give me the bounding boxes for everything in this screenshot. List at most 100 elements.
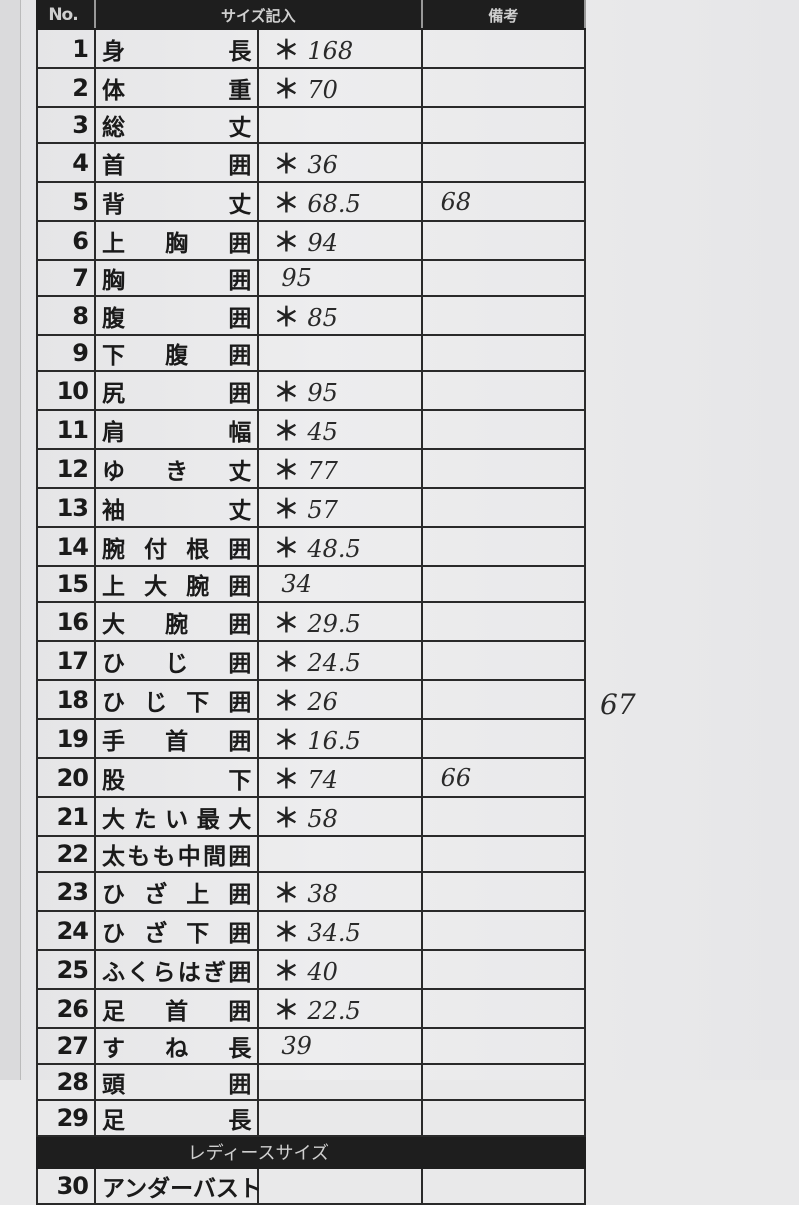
row-label: 頭囲 — [93, 1063, 260, 1101]
value-cell[interactable] — [257, 1167, 423, 1205]
remarks-cell[interactable] — [420, 601, 587, 642]
remarks-cell[interactable] — [420, 259, 587, 297]
row-label: 身長 — [93, 28, 260, 69]
value-cell[interactable]: ＊ 168 — [257, 28, 423, 69]
row-number: 23 — [36, 871, 96, 912]
value-cell[interactable]: 34 — [257, 565, 423, 603]
remarks-cell[interactable] — [420, 640, 587, 681]
value-cell[interactable]: ＊ 77 — [257, 448, 423, 489]
required-asterisk: ＊ — [273, 957, 300, 987]
value-cell[interactable]: ＊ 22.5 — [257, 988, 423, 1029]
value-cell[interactable] — [257, 106, 423, 144]
remarks-cell[interactable] — [420, 949, 587, 990]
value-cell[interactable]: 39 — [257, 1027, 423, 1065]
value-cell[interactable]: ＊ 26 — [257, 679, 423, 720]
remarks-cell[interactable] — [420, 796, 587, 837]
row-number: 14 — [36, 526, 96, 567]
value-cell[interactable]: ＊ 36 — [257, 142, 423, 183]
row-number: 4 — [36, 142, 96, 183]
remarks-cell[interactable] — [420, 220, 587, 261]
remarks-cell[interactable] — [420, 988, 587, 1029]
row-number: 19 — [36, 718, 96, 759]
value-cell[interactable]: ＊ 45 — [257, 409, 423, 450]
value-cell[interactable]: ＊ 95 — [257, 370, 423, 411]
handwritten-value: 40 — [307, 958, 338, 986]
remarks-cell[interactable] — [420, 565, 587, 603]
remarks-cell[interactable] — [420, 142, 587, 183]
row-number: 6 — [36, 220, 96, 261]
value-cell[interactable]: ＊ 74 — [257, 757, 423, 798]
value-cell[interactable]: ＊ 48.5 — [257, 526, 423, 567]
table-row: 19 手首囲＊ 16.5 — [36, 718, 587, 759]
value-cell[interactable] — [257, 835, 423, 873]
remarks-cell[interactable]: 66 — [420, 757, 587, 798]
row-label: 背丈 — [93, 181, 260, 222]
row-number: 9 — [36, 334, 96, 372]
remarks-cell[interactable] — [420, 67, 587, 108]
remarks-cell[interactable] — [420, 871, 587, 912]
remarks-cell[interactable] — [420, 1167, 587, 1205]
remarks-cell[interactable] — [420, 106, 587, 144]
remarks-cell[interactable] — [420, 487, 587, 528]
handwritten-outside-note: 67 — [600, 688, 636, 721]
row-number: 17 — [36, 640, 96, 681]
required-asterisk: ＊ — [273, 75, 300, 105]
table-row: 22 太もも中間囲 — [36, 835, 587, 873]
value-cell[interactable] — [257, 1099, 423, 1137]
row-number: 22 — [36, 835, 96, 873]
value-cell[interactable]: ＊ 70 — [257, 67, 423, 108]
remarks-cell[interactable] — [420, 679, 587, 720]
table-row: 18 ひじ下囲＊ 26 — [36, 679, 587, 720]
required-asterisk: ＊ — [273, 996, 300, 1026]
value-cell[interactable]: ＊ 34.5 — [257, 910, 423, 951]
table-row: 21 大たい最大＊ 58 — [36, 796, 587, 837]
remarks-cell[interactable] — [420, 295, 587, 336]
remarks-cell[interactable] — [420, 409, 587, 450]
remarks-cell[interactable] — [420, 1027, 587, 1065]
row-label: 総丈 — [93, 106, 260, 144]
value-cell[interactable]: ＊ 94 — [257, 220, 423, 261]
value-cell[interactable]: ＊ 38 — [257, 871, 423, 912]
remarks-cell[interactable] — [420, 28, 587, 69]
value-cell[interactable]: ＊ 68.5 — [257, 181, 423, 222]
value-cell[interactable]: 95 — [257, 259, 423, 297]
value-cell[interactable]: ＊ 29.5 — [257, 601, 423, 642]
remarks-cell[interactable] — [420, 1063, 587, 1101]
row-label: 手首囲 — [93, 718, 260, 759]
value-cell[interactable]: ＊ 24.5 — [257, 640, 423, 681]
handwritten-value: 77 — [307, 457, 338, 485]
remarks-cell[interactable] — [420, 910, 587, 951]
remarks-cell[interactable] — [420, 370, 587, 411]
remarks-cell[interactable] — [420, 334, 587, 372]
remarks-cell[interactable] — [420, 835, 587, 873]
value-cell[interactable]: ＊ 57 — [257, 487, 423, 528]
value-cell[interactable] — [257, 334, 423, 372]
table-row: 3 総丈 — [36, 106, 587, 144]
required-asterisk: ＊ — [273, 918, 300, 948]
remarks-cell[interactable]: 68 — [420, 181, 587, 222]
row-label: 腹囲 — [93, 295, 260, 336]
value-cell[interactable]: ＊ 16.5 — [257, 718, 423, 759]
table-row: 2 体重＊ 70 — [36, 67, 587, 108]
handwritten-value: 22.5 — [307, 997, 361, 1025]
required-asterisk: ＊ — [273, 648, 300, 678]
table-row: 17 ひじ囲＊ 24.5 — [36, 640, 587, 681]
section-title: レディースサイズ — [94, 1134, 423, 1170]
value-cell[interactable] — [257, 1063, 423, 1101]
header-no: No. — [36, 0, 96, 30]
value-cell[interactable]: ＊ 40 — [257, 949, 423, 990]
remarks-cell[interactable] — [420, 718, 587, 759]
handwritten-value: 48.5 — [307, 535, 361, 563]
handwritten-value: 26 — [307, 688, 338, 716]
row-label: ひざ下囲 — [93, 910, 260, 951]
remarks-cell[interactable] — [420, 526, 587, 567]
table-row: 16 大腕囲＊ 29.5 — [36, 601, 587, 642]
value-cell[interactable]: ＊ 58 — [257, 796, 423, 837]
remarks-cell[interactable] — [420, 1099, 587, 1137]
remarks-cell[interactable] — [420, 448, 587, 489]
row-number: 2 — [36, 67, 96, 108]
table-row: 29 足長 — [36, 1099, 587, 1137]
required-asterisk: ＊ — [273, 609, 300, 639]
value-cell[interactable]: ＊ 85 — [257, 295, 423, 336]
row-number: 8 — [36, 295, 96, 336]
